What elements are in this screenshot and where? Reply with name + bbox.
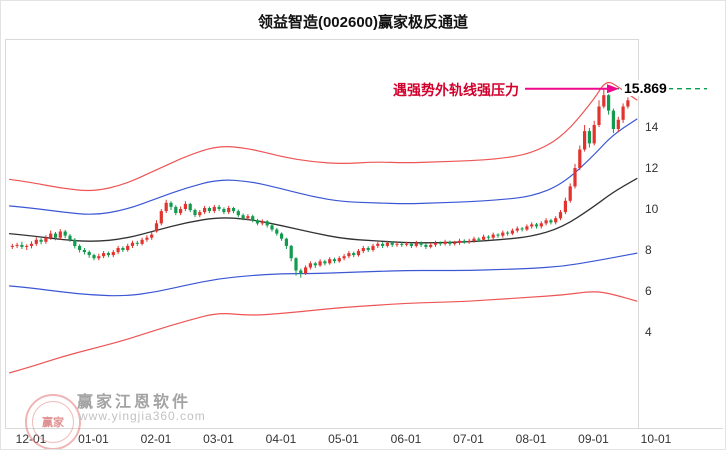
watermark-logo: 赢家 [25, 394, 81, 449]
y-tick-label: 4 [645, 325, 652, 339]
x-tick-label: 09-01 [578, 432, 609, 446]
x-tick-label: 10-01 [640, 432, 672, 446]
pressure-annotation-text: 遇强势外轨线强压力 [393, 81, 519, 98]
plot-area-border [5, 39, 639, 429]
x-tick-label: 01-01 [78, 432, 109, 446]
x-axis-line [5, 428, 723, 429]
x-tick-label: 04-01 [265, 432, 297, 446]
watermark-url: www.yingjia360.com [79, 409, 206, 423]
x-tick-label: 03-01 [203, 432, 234, 446]
x-tick-label: 05-01 [328, 432, 359, 446]
y-tick-label: 8 [645, 243, 652, 257]
y-tick-label: 14 [645, 120, 659, 134]
x-tick-label: 08-01 [515, 432, 547, 446]
y-tick-label: 6 [645, 284, 652, 298]
x-tick-label: 02-01 [140, 432, 172, 446]
x-tick-label: 06-01 [390, 432, 422, 446]
x-tick-label: 07-01 [453, 432, 484, 446]
chart-title: 领益智造(002600)赢家极反通道 [257, 14, 469, 31]
y-tick-label: 12 [645, 161, 659, 175]
watermark-logo-text: 赢家 [32, 401, 74, 443]
peak-price-label: 15.869 [622, 79, 669, 96]
y-tick-label: 10 [645, 202, 659, 216]
watermark-brand: 赢家江恩软件 [77, 394, 192, 411]
